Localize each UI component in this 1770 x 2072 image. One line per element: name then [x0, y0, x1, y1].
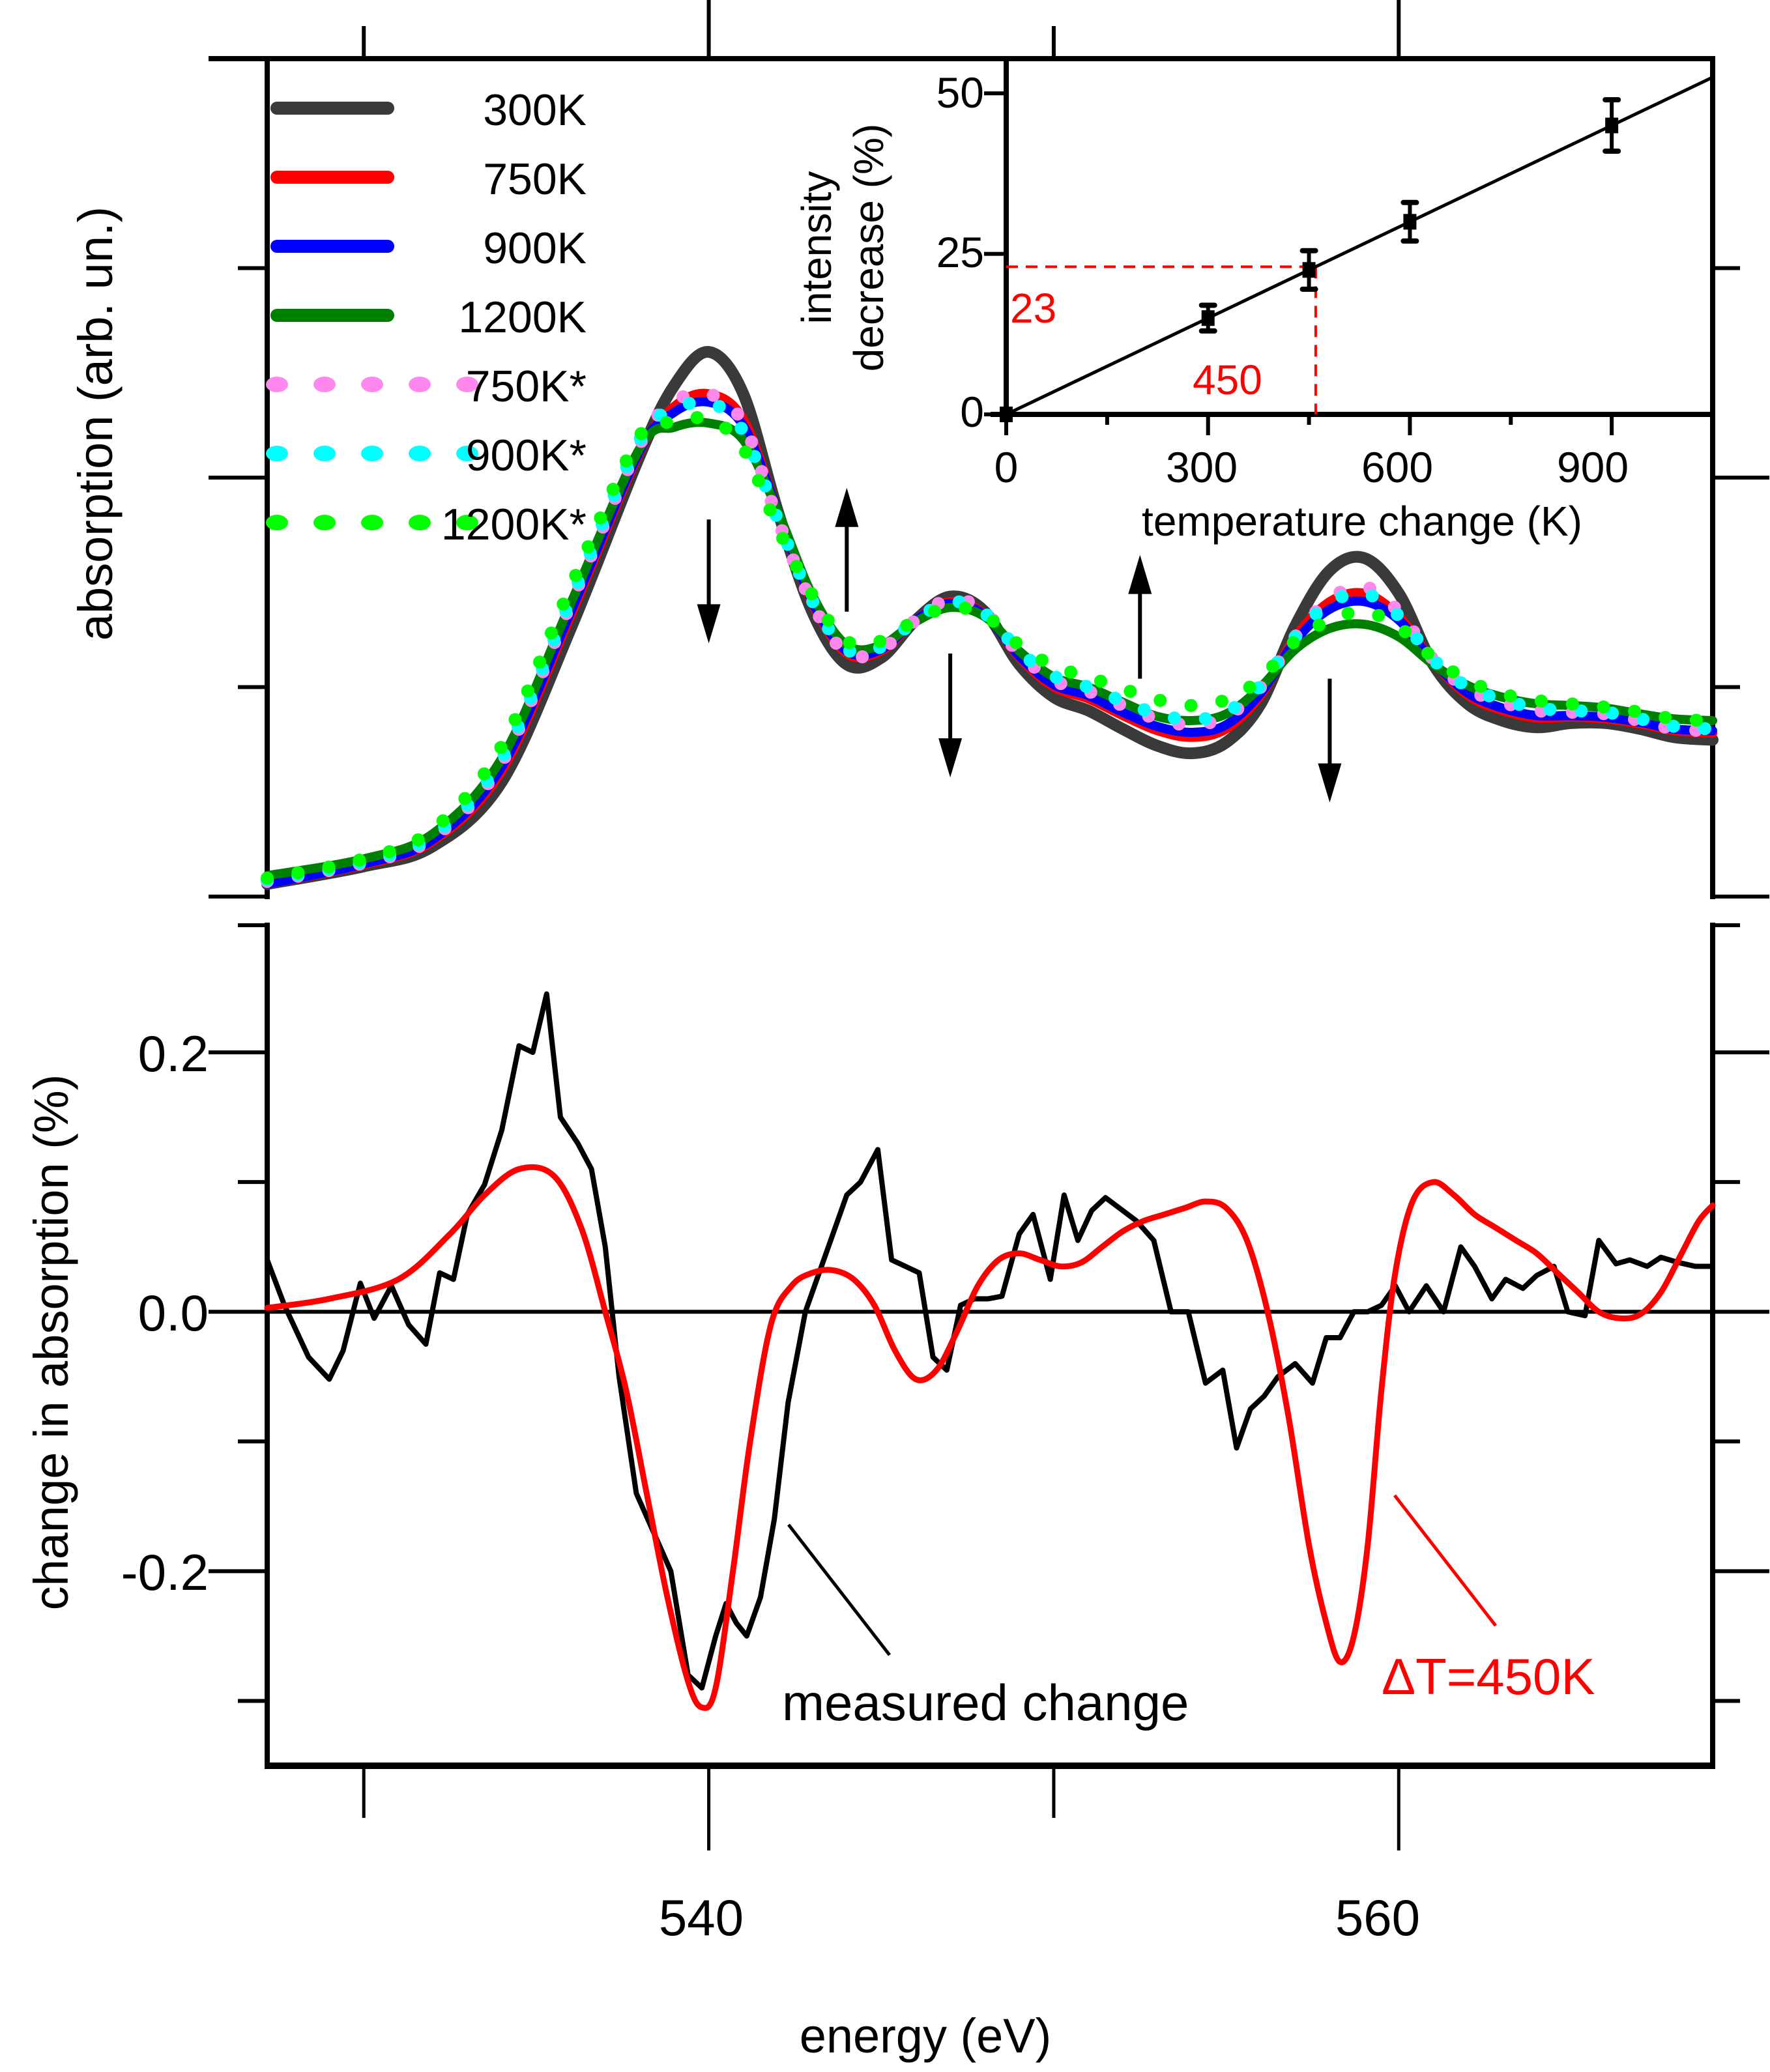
- inset-x-tick-900: 900: [1557, 443, 1629, 491]
- legend-marker: [456, 515, 478, 530]
- simulation-leader-line: [1393, 1494, 1497, 1627]
- upper-y-axis-title: absorption (arb. un.): [68, 207, 123, 640]
- series-1200k-sim: [261, 410, 1719, 885]
- arrow-up-icon: [835, 487, 859, 612]
- legend-marker: [266, 377, 288, 392]
- legend-label: 1200K*: [441, 500, 587, 549]
- legend-label: 300K: [483, 85, 587, 135]
- legend-entry: 750K: [270, 154, 587, 204]
- legend-entry: 300K: [270, 85, 587, 135]
- legend-marker: [361, 446, 383, 461]
- arrow-down-icon: [938, 654, 963, 778]
- inset-x-tick-300: 300: [1166, 443, 1238, 491]
- inset-fit-line: [1005, 76, 1714, 416]
- upper-ticks: [209, 0, 1769, 899]
- legend-marker: [313, 515, 336, 530]
- legend: 300K 750K 900K 1200K 750K* 900K* 1200K*: [266, 85, 587, 549]
- legend-label: 1200K: [458, 293, 587, 342]
- legend-marker: [266, 515, 288, 530]
- series-measured-change: [265, 991, 1713, 1691]
- legend-marker: [409, 515, 431, 530]
- inset-data-point: [1299, 248, 1318, 292]
- legend-entry: 1200K: [270, 293, 587, 342]
- measured-leader-line: [787, 1523, 891, 1656]
- inset-data-point: [1400, 199, 1419, 244]
- inset-y-label-line1: intensity: [793, 171, 840, 324]
- inset-annotation-450: 450: [1193, 356, 1262, 403]
- upper-curves: [261, 346, 1719, 890]
- inset-y-label-line2: decrease (%): [845, 124, 892, 372]
- inset-content: [984, 76, 1714, 435]
- inset-data-point: [1603, 97, 1621, 154]
- lower-ticks: [209, 923, 1769, 1850]
- legend-marker: [313, 446, 336, 461]
- inset-data-point: [1000, 407, 1013, 422]
- arrow-down-icon: [1318, 678, 1342, 803]
- legend-label: 900K*: [466, 431, 587, 480]
- inset-x-tick-0: 0: [994, 443, 1019, 491]
- legend-marker: [313, 377, 336, 392]
- inset-data-point: [1198, 302, 1217, 334]
- lower-curves: [264, 991, 1716, 1711]
- inset-x-tick-600: 600: [1361, 443, 1433, 491]
- inset-y-tick-25: 25: [936, 228, 984, 276]
- inset-chart: [991, 59, 1713, 417]
- legend-marker: [409, 377, 431, 392]
- lower-y-axis-title: change in absorption (%): [24, 1074, 78, 1611]
- legend-marker: [361, 377, 383, 392]
- inset-annotation-23: 23: [1010, 285, 1056, 332]
- legend-entry: 750K*: [266, 362, 587, 411]
- delta-t-label: ΔT=450K: [1382, 1648, 1595, 1705]
- x-axis-title: energy (eV): [800, 2009, 1052, 2063]
- measured-change-label: measured change: [782, 1674, 1189, 1731]
- legend-marker: [456, 377, 478, 392]
- legend-entry: 900K: [270, 223, 587, 273]
- legend-label: 750K*: [466, 362, 587, 411]
- legend-entry: 1200K*: [266, 500, 587, 549]
- arrow-down-icon: [697, 519, 721, 644]
- legend-marker: [266, 446, 288, 461]
- y-tick-label-0.2: 0.2: [138, 1025, 209, 1082]
- lower-panel-frame: [265, 923, 1715, 1769]
- legend-entry: 900K*: [266, 431, 587, 480]
- series-delta-t-450k: [264, 1164, 1716, 1711]
- legend-label: 750K: [483, 154, 587, 204]
- legend-label: 900K: [483, 223, 587, 273]
- inset-y-tick-50: 50: [936, 68, 984, 117]
- legend-marker: [456, 446, 478, 461]
- upper-arrows: [697, 487, 1342, 803]
- inset-y-tick-0: 0: [960, 388, 984, 436]
- arrow-up-icon: [1128, 554, 1152, 679]
- legend-marker: [361, 515, 383, 530]
- y-tick-label-0.0: 0.0: [138, 1284, 209, 1342]
- x-tick-label-540: 540: [659, 1889, 744, 1946]
- legend-marker: [409, 446, 431, 461]
- inset-background: [1006, 61, 1710, 413]
- x-tick-label-560: 560: [1335, 1889, 1420, 1946]
- inset-x-label: temperature change (K): [1142, 498, 1582, 545]
- y-tick-label-minus-0.2: -0.2: [121, 1544, 209, 1601]
